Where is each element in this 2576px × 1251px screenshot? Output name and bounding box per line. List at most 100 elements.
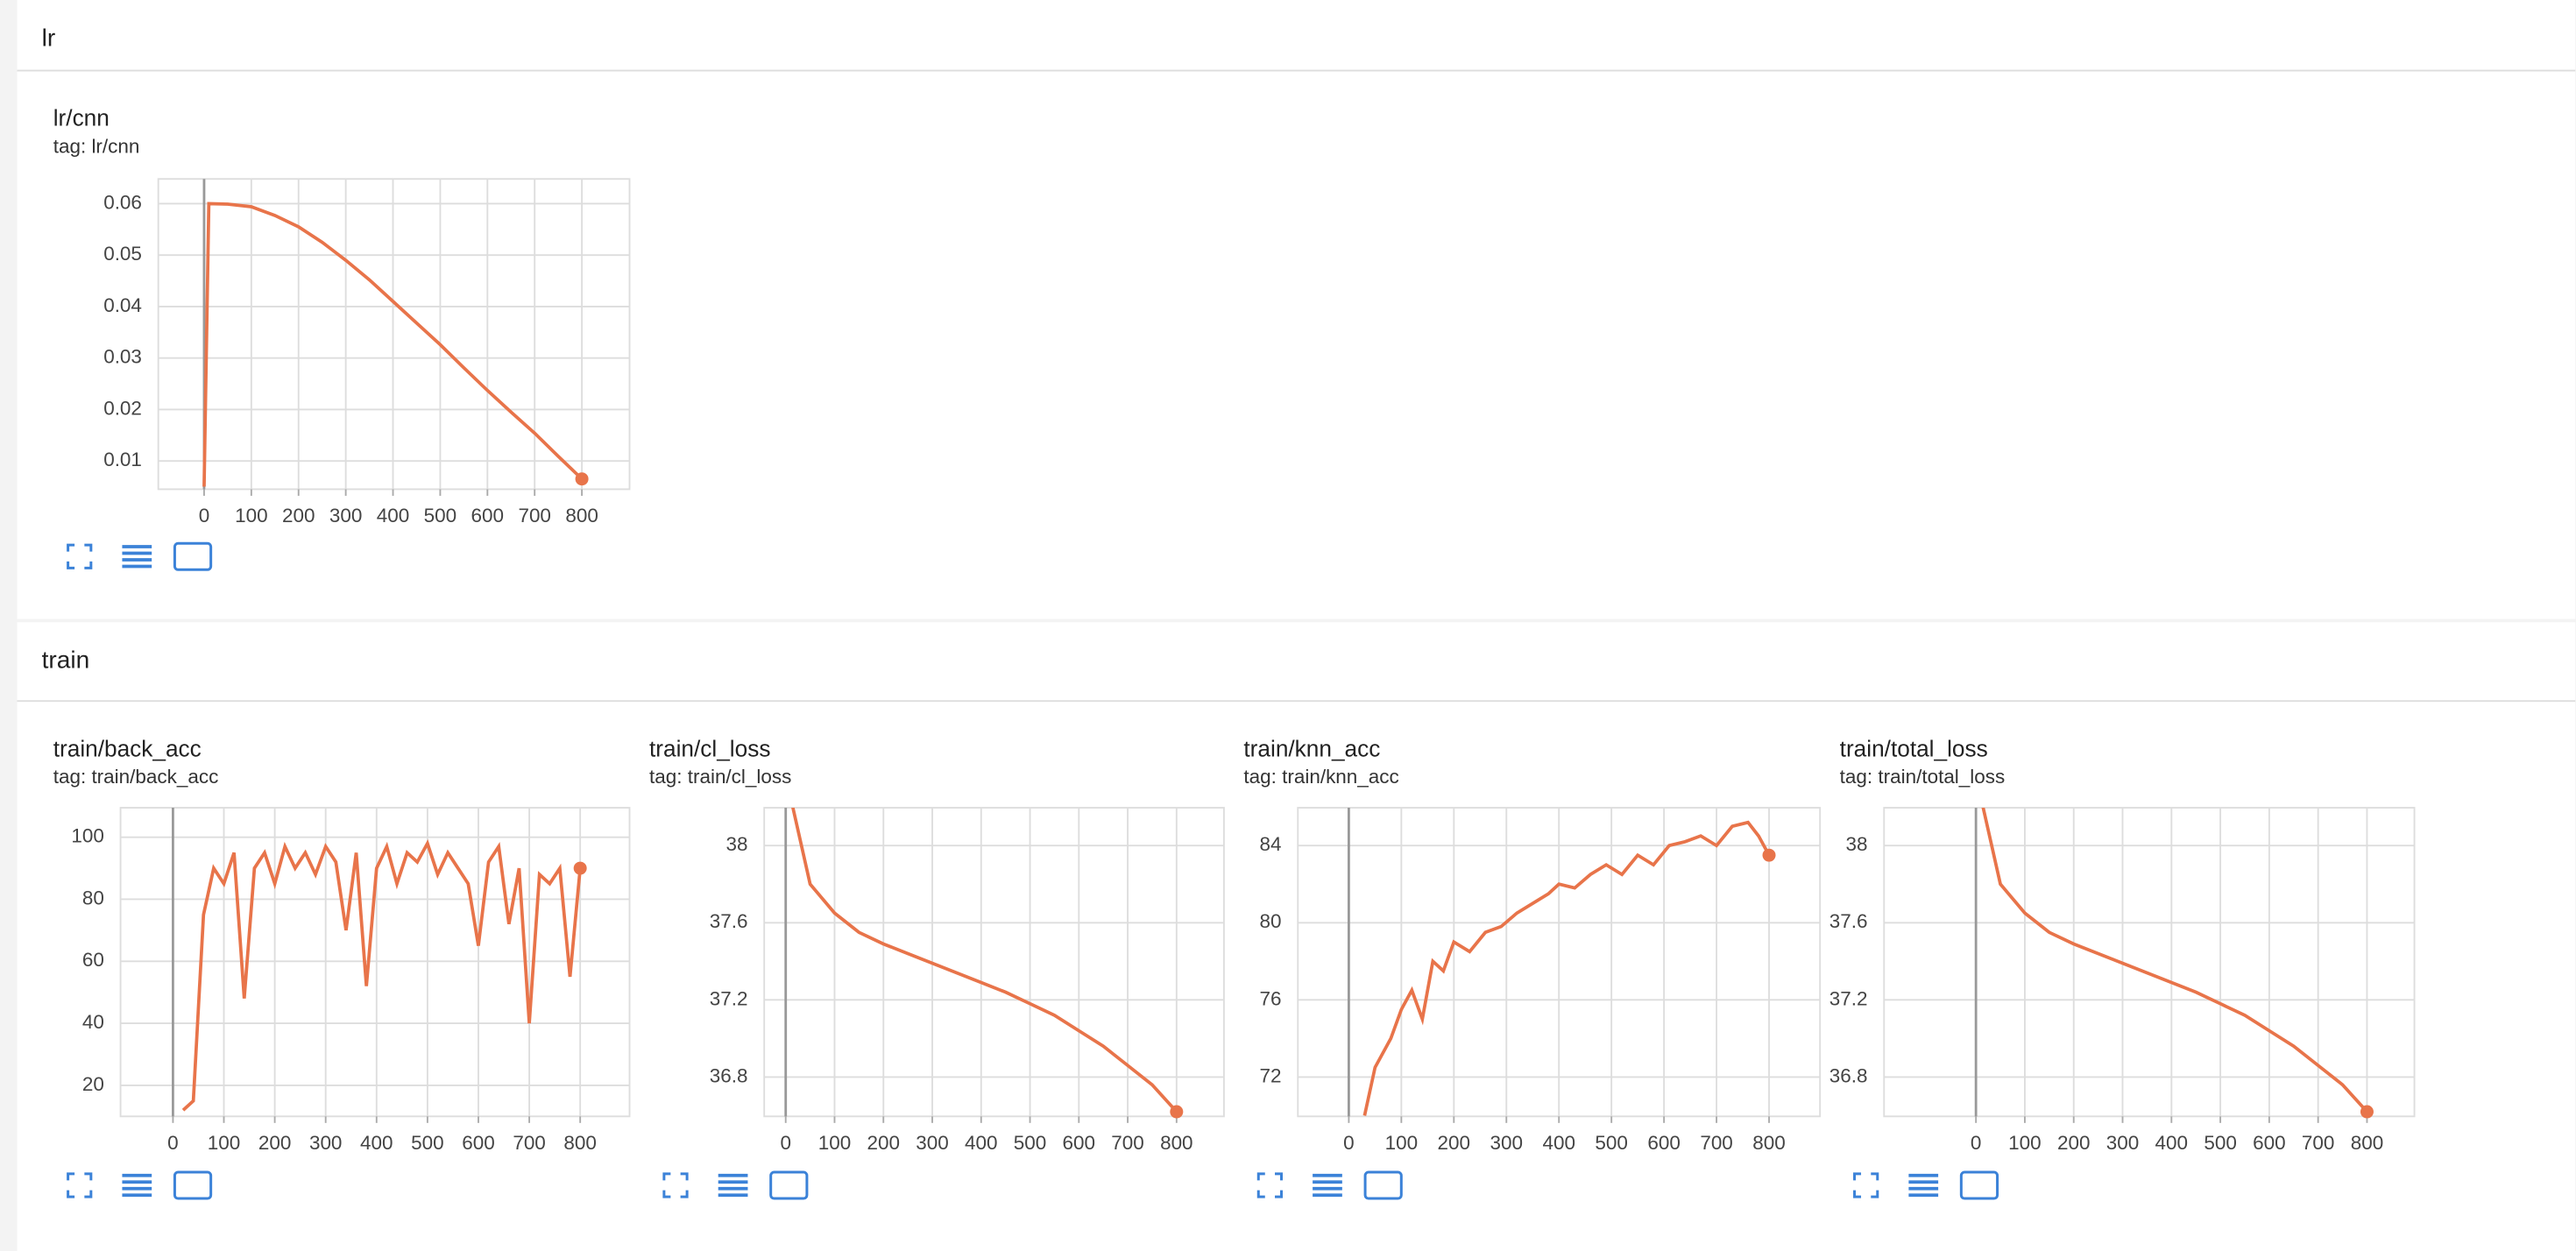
x-tick-label: 300 <box>2106 1132 2140 1154</box>
chart-title: train/back_acc <box>53 735 202 761</box>
x-tick-label: 200 <box>282 505 315 527</box>
chart-toolbar <box>67 1170 213 1200</box>
x-tick-label: 700 <box>518 505 550 527</box>
x-tick-label: 500 <box>424 505 457 527</box>
y-tick-label: 20 <box>82 1073 104 1095</box>
chart-title: train/total_loss <box>1840 735 1988 761</box>
fit-domain-button[interactable] <box>173 1170 213 1200</box>
x-tick-label: 200 <box>258 1132 291 1154</box>
section-card <box>17 0 2576 619</box>
y-tick-label: 40 <box>82 1011 104 1033</box>
x-tick-label: 700 <box>513 1132 546 1154</box>
y-tick-label: 37.6 <box>1829 910 1868 932</box>
plot-border <box>1883 807 2416 1118</box>
fullscreen-button[interactable] <box>67 1172 93 1198</box>
fit-domain-button[interactable] <box>1959 1170 1999 1200</box>
x-tick-label: 300 <box>309 1132 342 1154</box>
data-line <box>181 839 583 1112</box>
fullscreen-button[interactable] <box>67 543 93 569</box>
fullscreen-button[interactable] <box>1853 1172 1879 1198</box>
y-tick-label: 37.6 <box>710 910 748 932</box>
last-point <box>575 472 589 486</box>
data-table-button[interactable] <box>718 1173 748 1198</box>
x-tick-label: 500 <box>411 1132 444 1154</box>
fit-domain-button[interactable] <box>769 1170 809 1200</box>
y-tick-label: 72 <box>1260 1064 1282 1086</box>
section-title: train <box>42 647 90 674</box>
x-tick-label: 800 <box>1160 1132 1193 1154</box>
fullscreen-button[interactable] <box>662 1172 689 1198</box>
x-tick-label: 200 <box>2057 1132 2091 1154</box>
y-tick-label: 60 <box>82 949 104 971</box>
fit-domain-button[interactable] <box>173 541 213 571</box>
x-tick-label: 500 <box>1014 1132 1047 1154</box>
x-tick-label: 0 <box>1343 1132 1355 1154</box>
x-tick-label: 500 <box>1595 1132 1628 1154</box>
section-card <box>17 622 2576 1251</box>
x-tick-label: 100 <box>1385 1132 1419 1154</box>
x-tick-label: 0 <box>1971 1132 1982 1154</box>
y-tick-label: 100 <box>71 825 104 847</box>
x-tick-label: 800 <box>565 505 598 527</box>
y-tick-label: 80 <box>82 887 104 908</box>
y-tick-label: 80 <box>1260 910 1282 932</box>
data-table-button[interactable] <box>122 1173 152 1198</box>
chart-subtitle: tag: train/back_acc <box>53 766 219 788</box>
x-tick-label: 0 <box>199 505 210 527</box>
chart-title: train/cl_loss <box>649 735 770 761</box>
x-tick-label: 600 <box>462 1132 495 1154</box>
last-point <box>1762 848 1776 862</box>
x-tick-label: 600 <box>1063 1132 1096 1154</box>
fullscreen-button[interactable] <box>1256 1172 1284 1198</box>
y-tick-label: 36.8 <box>1829 1064 1868 1086</box>
chart-subtitle: tag: train/knn_acc <box>1243 766 1398 788</box>
data-line <box>202 201 584 487</box>
y-tick-label: 38 <box>1846 833 1868 855</box>
chart-subtitle: tag: lr/cnn <box>53 136 140 158</box>
x-tick-label: 400 <box>377 505 409 527</box>
y-tick-label: 0.02 <box>103 397 142 419</box>
y-tick-label: 0.05 <box>103 243 142 265</box>
plot-border <box>763 807 1225 1118</box>
data-line <box>1362 820 1771 1116</box>
y-tick-label: 0.01 <box>103 449 142 470</box>
x-tick-label: 200 <box>867 1132 900 1154</box>
chart-toolbar <box>1853 1170 1999 1200</box>
chart-toolbar <box>67 541 213 571</box>
data-table-button[interactable] <box>1313 1173 1342 1198</box>
data-line <box>791 808 1178 1113</box>
x-tick-label: 800 <box>563 1132 597 1154</box>
x-tick-label: 600 <box>2253 1132 2286 1154</box>
fit-domain-button[interactable] <box>1363 1170 1403 1200</box>
x-tick-label: 100 <box>2008 1132 2042 1154</box>
x-tick-label: 0 <box>167 1132 179 1154</box>
data-table-button[interactable] <box>1908 1173 1939 1198</box>
x-tick-label: 400 <box>2155 1132 2189 1154</box>
chart-subtitle: tag: train/total_loss <box>1840 766 2006 788</box>
x-tick-label: 600 <box>1647 1132 1681 1154</box>
chart-toolbar <box>662 1170 809 1200</box>
y-tick-label: 38 <box>725 833 747 855</box>
x-tick-label: 700 <box>1111 1132 1144 1154</box>
data-line <box>1981 808 2368 1113</box>
data-table-button[interactable] <box>122 545 152 569</box>
chart-title: train/knn_acc <box>1243 735 1380 761</box>
y-tick-label: 37.2 <box>1829 987 1868 1009</box>
x-tick-label: 800 <box>2351 1132 2384 1154</box>
x-tick-label: 700 <box>2302 1132 2335 1154</box>
last-point <box>2360 1105 2374 1119</box>
y-tick-label: 37.2 <box>710 987 748 1009</box>
chart-toolbar <box>1256 1170 1403 1200</box>
x-tick-label: 400 <box>1542 1132 1575 1154</box>
y-tick-label: 84 <box>1260 833 1282 855</box>
x-tick-label: 300 <box>916 1132 949 1154</box>
section-title: lr <box>42 24 56 51</box>
x-tick-label: 0 <box>780 1132 791 1154</box>
x-tick-label: 100 <box>235 505 267 527</box>
y-tick-label: 0.06 <box>103 191 142 213</box>
plot-border <box>157 178 631 491</box>
x-tick-label: 500 <box>2204 1132 2237 1154</box>
x-tick-label: 100 <box>818 1132 852 1154</box>
